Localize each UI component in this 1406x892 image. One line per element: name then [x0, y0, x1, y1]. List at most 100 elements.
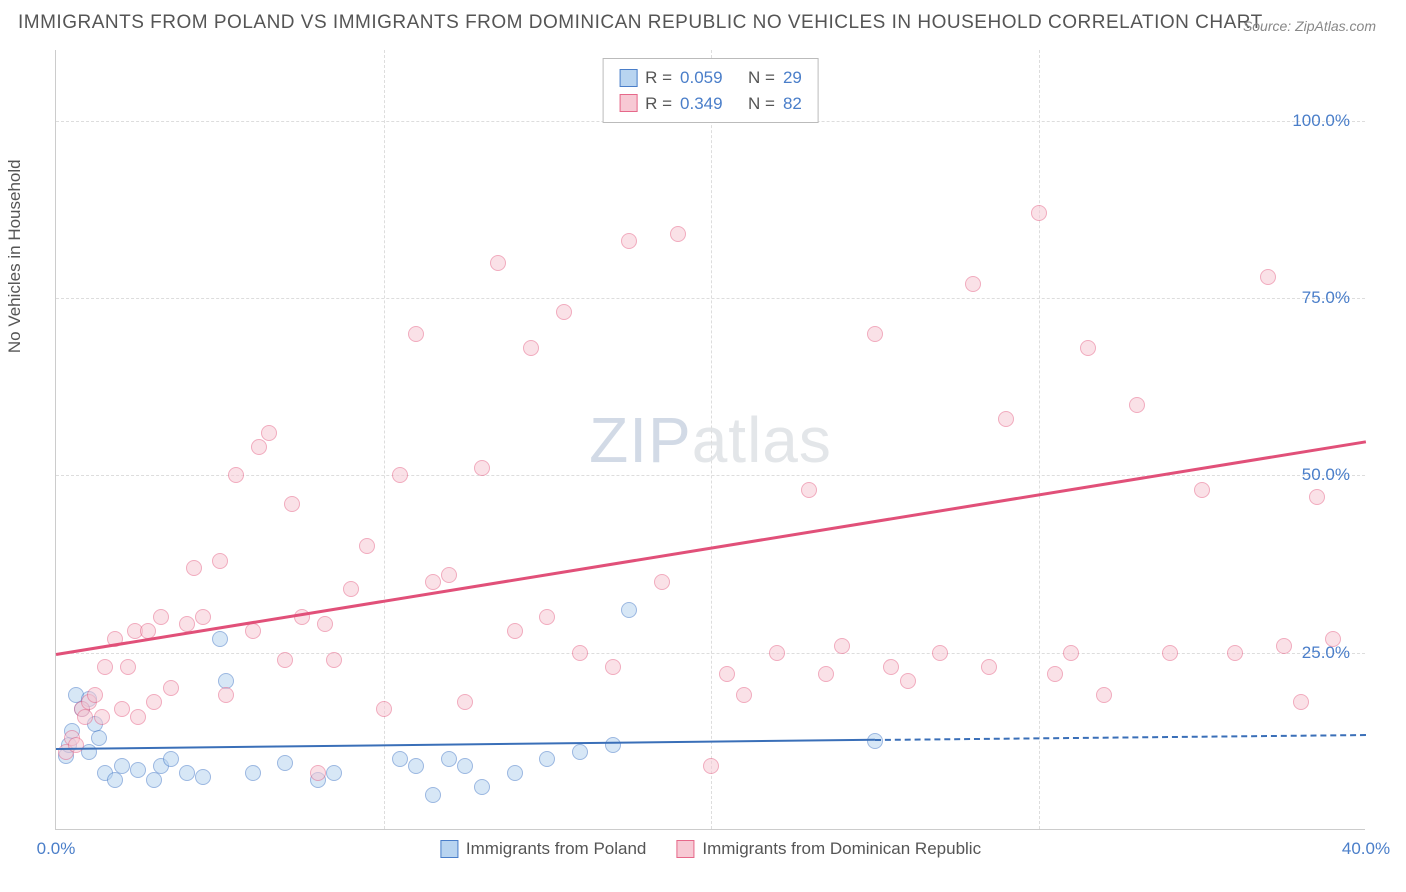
watermark-zip: ZIP	[589, 404, 692, 476]
scatter-point	[818, 666, 834, 682]
legend-swatch	[619, 94, 637, 112]
scatter-point	[834, 638, 850, 654]
scatter-point	[1260, 269, 1276, 285]
watermark-atlas: atlas	[692, 404, 832, 476]
y-tick-label: 25.0%	[1302, 643, 1350, 663]
scatter-point	[1096, 687, 1112, 703]
scatter-point	[91, 730, 107, 746]
scatter-point	[163, 751, 179, 767]
scatter-point	[277, 652, 293, 668]
legend-series: Immigrants from Poland Immigrants from Do…	[440, 839, 981, 859]
scatter-point	[1129, 397, 1145, 413]
scatter-point	[163, 680, 179, 696]
scatter-point	[523, 340, 539, 356]
scatter-point	[212, 631, 228, 647]
scatter-point	[556, 304, 572, 320]
scatter-point	[703, 758, 719, 774]
scatter-point	[539, 609, 555, 625]
y-tick-label: 75.0%	[1302, 288, 1350, 308]
scatter-point	[1276, 638, 1292, 654]
scatter-point	[277, 755, 293, 771]
scatter-point	[87, 687, 103, 703]
scatter-point	[376, 701, 392, 717]
chart-title: IMMIGRANTS FROM POLAND VS IMMIGRANTS FRO…	[18, 12, 1263, 34]
scatter-point	[883, 659, 899, 675]
scatter-point	[107, 772, 123, 788]
scatter-point	[228, 467, 244, 483]
gridline-vertical	[1039, 50, 1040, 829]
legend-n-label: N =	[748, 91, 775, 117]
legend-series-label: Immigrants from Dominican Republic	[702, 839, 981, 859]
scatter-point	[130, 709, 146, 725]
scatter-point	[392, 751, 408, 767]
scatter-point	[218, 687, 234, 703]
scatter-point	[425, 574, 441, 590]
legend-r-value: 0.059	[680, 65, 740, 91]
scatter-point	[146, 694, 162, 710]
legend-correlation-row: R =0.349N =82	[619, 91, 802, 117]
chart-container: IMMIGRANTS FROM POLAND VS IMMIGRANTS FRO…	[0, 0, 1406, 892]
scatter-point	[769, 645, 785, 661]
scatter-point	[965, 276, 981, 292]
trend-line-extrapolated	[875, 734, 1366, 741]
scatter-point	[539, 751, 555, 767]
scatter-point	[1293, 694, 1309, 710]
scatter-point	[284, 496, 300, 512]
scatter-point	[408, 758, 424, 774]
x-tick-label: 0.0%	[37, 839, 76, 859]
scatter-point	[1162, 645, 1178, 661]
scatter-point	[474, 779, 490, 795]
scatter-point	[1080, 340, 1096, 356]
scatter-point	[670, 226, 686, 242]
plot-area: ZIPatlas R =0.059N =29R =0.349N =82 Immi…	[55, 50, 1365, 830]
scatter-point	[97, 659, 113, 675]
scatter-point	[245, 623, 261, 639]
scatter-point	[114, 758, 130, 774]
scatter-point	[621, 602, 637, 618]
scatter-point	[326, 765, 342, 781]
scatter-point	[408, 326, 424, 342]
scatter-point	[245, 765, 261, 781]
scatter-point	[179, 765, 195, 781]
legend-series-item: Immigrants from Poland	[440, 839, 646, 859]
scatter-point	[457, 694, 473, 710]
legend-swatch	[676, 840, 694, 858]
scatter-point	[77, 709, 93, 725]
scatter-point	[719, 666, 735, 682]
scatter-point	[572, 744, 588, 760]
scatter-point	[457, 758, 473, 774]
legend-correlation-row: R =0.059N =29	[619, 65, 802, 91]
legend-r-label: R =	[645, 91, 672, 117]
scatter-point	[998, 411, 1014, 427]
scatter-point	[867, 326, 883, 342]
scatter-point	[441, 751, 457, 767]
scatter-point	[425, 787, 441, 803]
scatter-point	[343, 581, 359, 597]
scatter-point	[261, 425, 277, 441]
y-axis-label: No Vehicles in Household	[5, 159, 25, 353]
legend-r-label: R =	[645, 65, 672, 91]
legend-swatch	[440, 840, 458, 858]
scatter-point	[1325, 631, 1341, 647]
scatter-point	[736, 687, 752, 703]
scatter-point	[1031, 205, 1047, 221]
scatter-point	[801, 482, 817, 498]
scatter-point	[507, 623, 523, 639]
scatter-point	[146, 772, 162, 788]
scatter-point	[392, 467, 408, 483]
scatter-point	[120, 659, 136, 675]
scatter-point	[605, 737, 621, 753]
scatter-point	[68, 737, 84, 753]
scatter-point	[212, 553, 228, 569]
scatter-point	[310, 765, 326, 781]
scatter-point	[981, 659, 997, 675]
legend-swatch	[619, 69, 637, 87]
trend-line	[56, 739, 875, 750]
scatter-point	[654, 574, 670, 590]
scatter-point	[900, 673, 916, 689]
legend-r-value: 0.349	[680, 91, 740, 117]
legend-series-item: Immigrants from Dominican Republic	[676, 839, 981, 859]
scatter-point	[932, 645, 948, 661]
scatter-point	[605, 659, 621, 675]
scatter-point	[507, 765, 523, 781]
